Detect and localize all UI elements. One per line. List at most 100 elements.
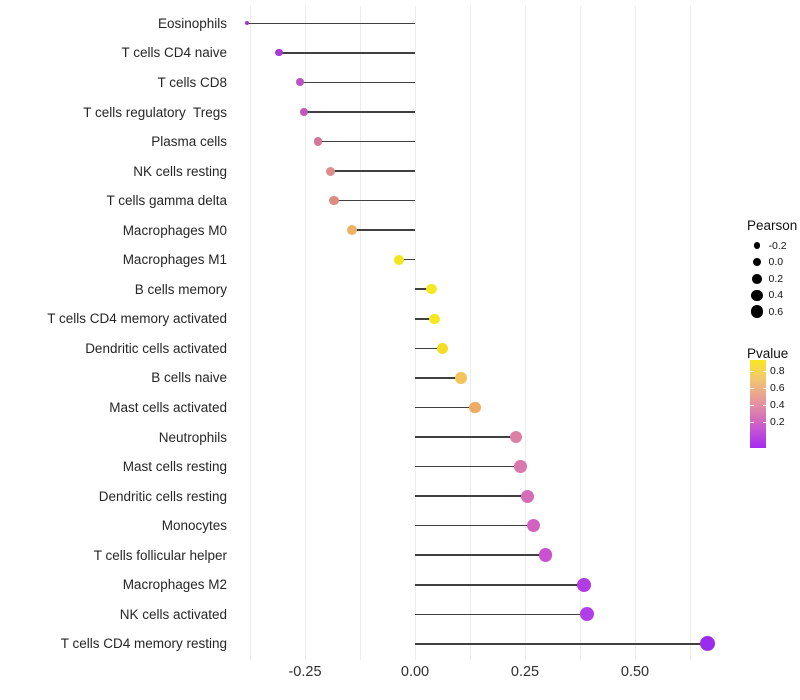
y-axis-label: Macrophages M0 bbox=[122, 222, 227, 238]
lollipop-dot bbox=[296, 78, 305, 87]
pvalue-tick-mark bbox=[762, 404, 766, 406]
gridline bbox=[250, 6, 251, 660]
lollipop-stem bbox=[279, 52, 415, 54]
legend-pearson-dot bbox=[752, 258, 762, 267]
pvalue-tick-mark bbox=[762, 371, 766, 372]
legend-title-pearson: Pearson bbox=[747, 218, 798, 233]
lollipop-dot bbox=[579, 607, 594, 622]
lollipop-stem bbox=[352, 229, 415, 231]
y-axis-label: T cells CD8 bbox=[157, 74, 227, 90]
lollipop-stem bbox=[398, 258, 415, 261]
gridline bbox=[525, 6, 526, 660]
y-axis-label: Mast cells resting bbox=[122, 459, 227, 475]
lollipop-dot bbox=[469, 401, 482, 414]
y-axis-label: T cells gamma delta bbox=[106, 193, 227, 209]
lollipop-dot bbox=[325, 166, 336, 176]
y-axis-label: Dendritic cells resting bbox=[98, 488, 227, 504]
y-axis-label: T cells CD4 memory resting bbox=[60, 636, 227, 652]
pvalue-tick-mark bbox=[750, 404, 754, 406]
gridline bbox=[305, 6, 306, 660]
legend-pearson-dot bbox=[753, 242, 761, 250]
lollipop-dot bbox=[426, 283, 437, 295]
pvalue-tick-label: 0.6 bbox=[770, 381, 785, 394]
lollipop-dot bbox=[299, 107, 309, 117]
pvalue-tick-mark bbox=[750, 387, 754, 389]
y-axis-label: Mast cells activated bbox=[109, 400, 227, 415]
y-axis-label: T cells CD4 memory activated bbox=[47, 311, 227, 327]
gridline bbox=[580, 6, 581, 660]
pvalue-tick-label: 0.8 bbox=[770, 365, 785, 377]
gridline bbox=[470, 6, 471, 660]
y-axis-label: T cells regulatory Tregs bbox=[83, 104, 227, 120]
y-axis-label: T cells follicular helper bbox=[93, 547, 227, 563]
lollipop-dot bbox=[509, 431, 522, 443]
legend-pearson-dot bbox=[750, 305, 764, 318]
y-axis-label: Plasma cells bbox=[151, 134, 227, 149]
lollipop-dot bbox=[437, 342, 449, 354]
x-axis-tick-label: 0.50 bbox=[620, 664, 650, 680]
y-axis-label: T cells CD4 naive bbox=[121, 45, 227, 61]
lollipop-dot bbox=[313, 137, 323, 146]
lollipop-dot bbox=[514, 460, 527, 473]
gridline bbox=[415, 6, 416, 660]
legend-pearson-label: 0.6 bbox=[768, 305, 784, 318]
lollipop-stem bbox=[415, 554, 546, 556]
lollipop-dot bbox=[329, 196, 339, 206]
pvalue-tick-mark bbox=[762, 421, 766, 423]
lollipop-stem bbox=[415, 347, 443, 350]
lollipop-stem bbox=[415, 643, 708, 645]
lollipop-dot bbox=[521, 489, 535, 503]
y-axis-label: Monocytes bbox=[161, 518, 227, 534]
pvalue-colorbar bbox=[750, 360, 766, 448]
lollipop-dot bbox=[455, 372, 467, 384]
lollipop-stem bbox=[415, 318, 435, 320]
lollipop-dot bbox=[526, 519, 540, 533]
gridline bbox=[690, 6, 691, 660]
gridline bbox=[360, 6, 361, 660]
legend-pearson-label: 0.2 bbox=[768, 272, 784, 285]
x-axis-tick-label: 0.00 bbox=[400, 664, 430, 680]
lollipop-dot bbox=[393, 254, 404, 265]
lollipop-stem bbox=[304, 111, 415, 113]
legend-pearson-dot bbox=[751, 289, 763, 301]
y-axis-label: NK cells resting bbox=[133, 163, 227, 179]
pvalue-tick-label: 0.2 bbox=[770, 415, 785, 428]
legend-pearson-label: 0.4 bbox=[768, 289, 784, 302]
y-axis-label: NK cells activated bbox=[119, 606, 227, 622]
lollipop-stem bbox=[415, 436, 516, 438]
pvalue-tick-label: 0.4 bbox=[770, 398, 785, 411]
x-axis-tick-label: 0.25 bbox=[510, 664, 540, 680]
lollipop-stem bbox=[318, 140, 415, 143]
lollipop-stem bbox=[334, 199, 415, 202]
y-axis-label: Neutrophils bbox=[158, 429, 227, 445]
lollipop-stem bbox=[415, 524, 534, 527]
lollipop-stem bbox=[300, 81, 415, 84]
gridline bbox=[635, 6, 636, 660]
lollipop-dot bbox=[245, 21, 250, 26]
legend-title-pvalue: Pvalue bbox=[747, 346, 789, 361]
lollipop-dot bbox=[538, 548, 553, 562]
lollipop-stem bbox=[247, 22, 415, 25]
y-axis-label: Macrophages M2 bbox=[122, 577, 227, 593]
x-axis-tick-label: -0.25 bbox=[288, 664, 322, 680]
legend-pearson-label: -0.2 bbox=[768, 239, 787, 252]
pvalue-tick-mark bbox=[750, 421, 754, 423]
lollipop-dot bbox=[700, 636, 716, 652]
y-axis-label: B cells naive bbox=[151, 370, 227, 386]
legend-pearson-label: 0.0 bbox=[768, 256, 784, 269]
lollipop-stem bbox=[415, 584, 584, 586]
lollipop-dot bbox=[347, 225, 358, 236]
lollipop-dot bbox=[275, 49, 283, 57]
lollipop-dot bbox=[577, 577, 591, 592]
lollipop-stem bbox=[415, 377, 461, 379]
lollipop-stem bbox=[415, 613, 587, 616]
y-axis-label: Dendritic cells activated bbox=[85, 340, 227, 356]
lollipop-stem bbox=[415, 465, 521, 468]
y-axis-label: B cells memory bbox=[134, 281, 227, 297]
pvalue-tick-mark bbox=[762, 387, 766, 389]
lollipop-stem bbox=[330, 170, 415, 172]
lollipop-dot bbox=[429, 313, 440, 325]
lollipop-stem bbox=[415, 406, 476, 409]
legend-pearson-dot bbox=[752, 273, 762, 284]
